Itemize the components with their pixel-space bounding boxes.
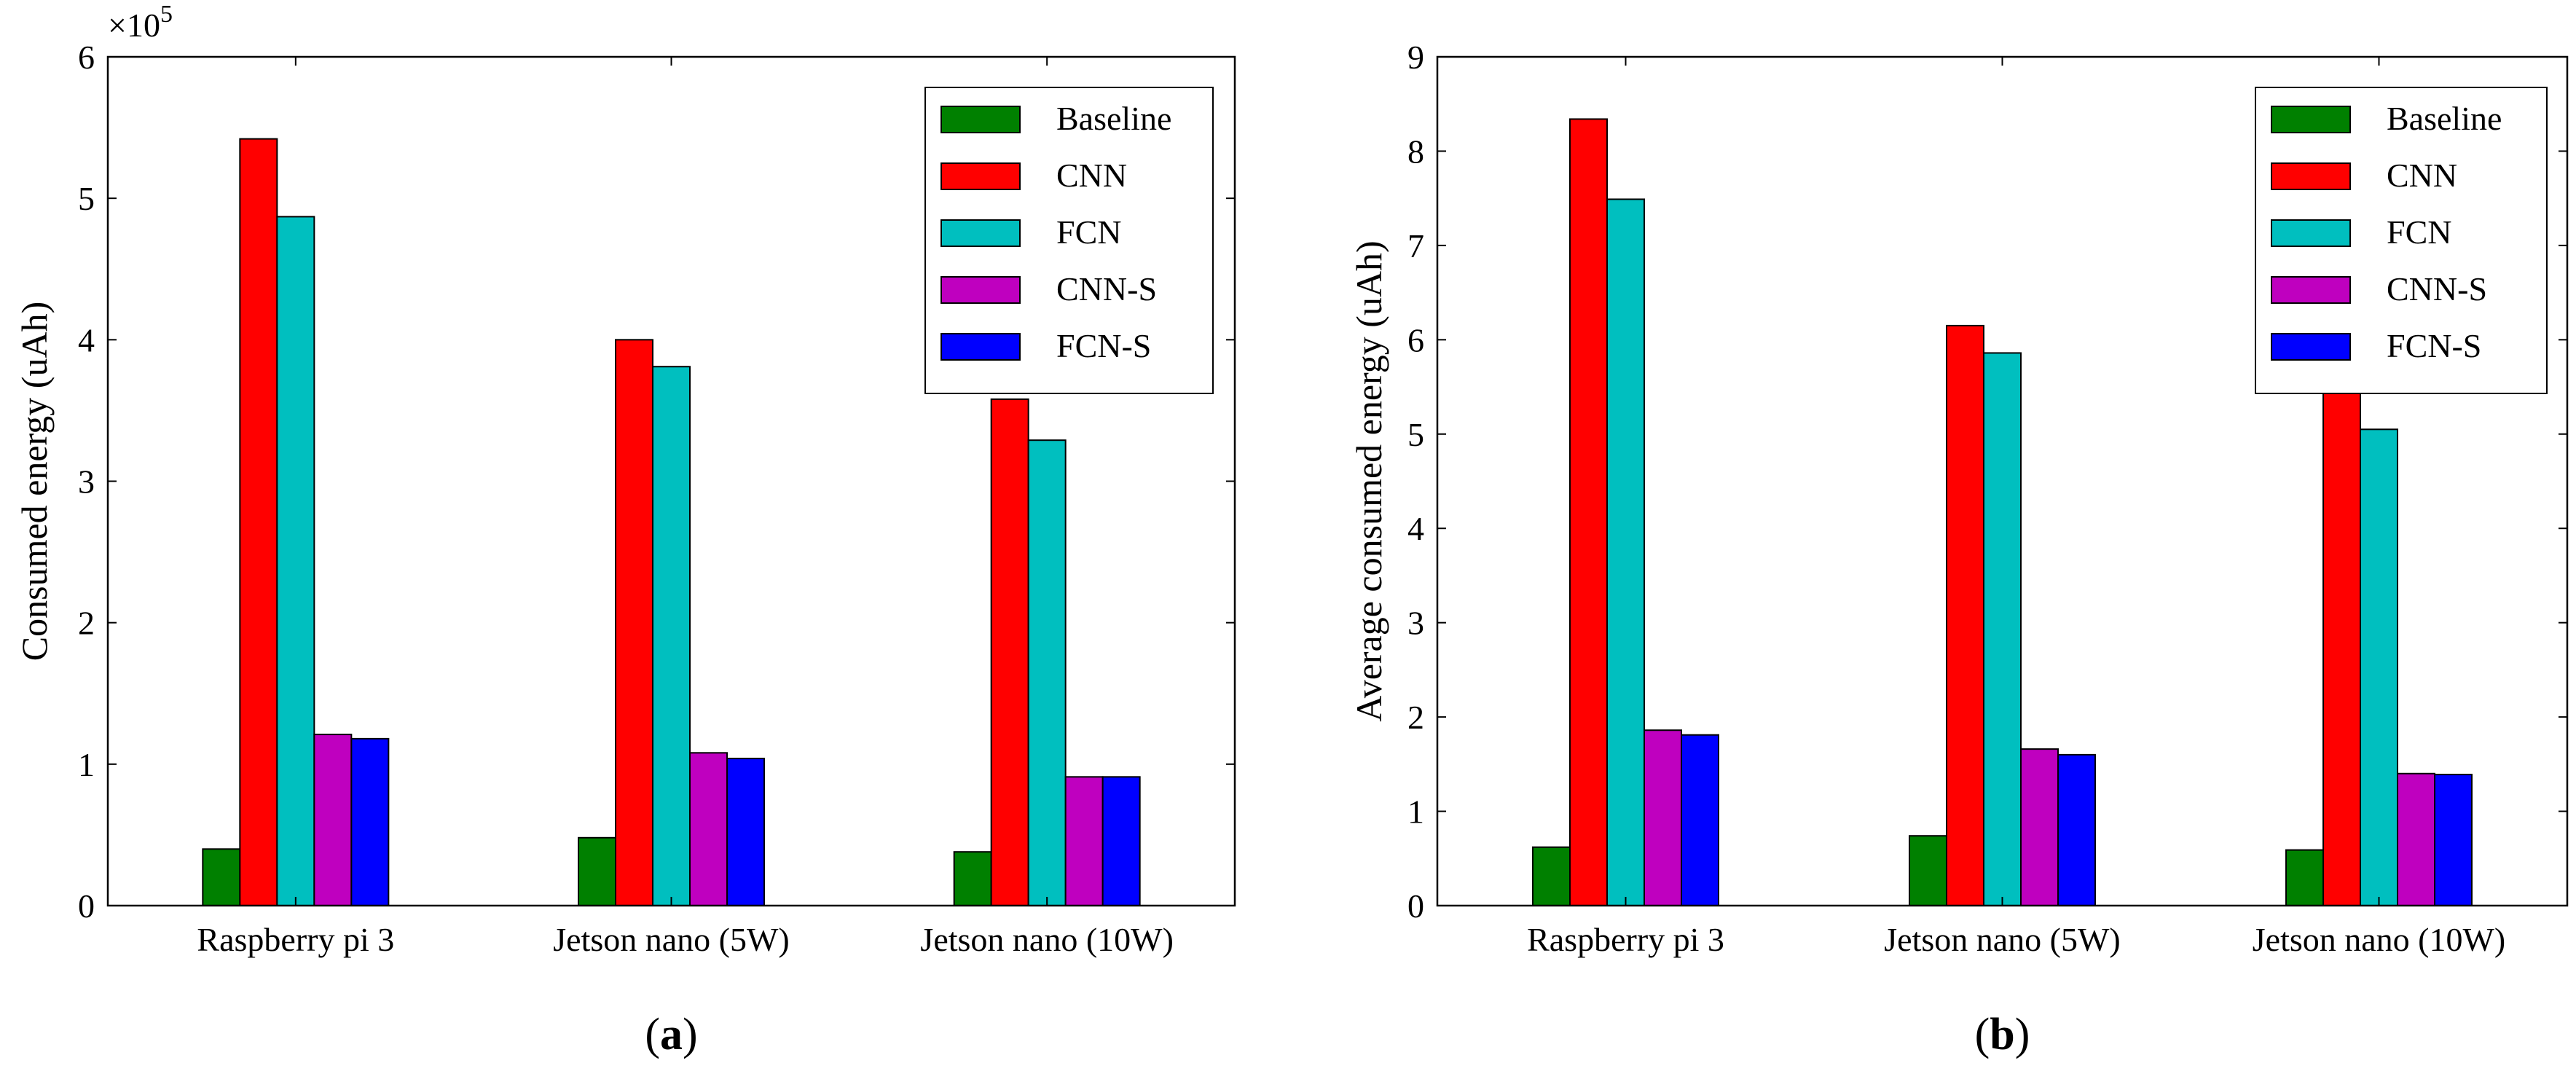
legend-label-cnn-s: CNN-S [1056,270,1157,307]
y-tick-label: 0 [1407,887,1424,925]
bar-cnn-s-2 [1064,776,1104,907]
legend-swatch-cnn-s [941,276,1021,304]
panel-label: (a) [645,1010,697,1059]
legend-swatch-baseline [2271,106,2351,133]
x-tick-label: Jetson nano (10W) [2253,921,2505,958]
y-tick-label: 5 [1407,416,1424,453]
legend: Baseline CNN FCN CNN-S FCN-S [924,87,1214,394]
legend-swatch-cnn-s [2271,276,2351,304]
y-tick-label: 9 [1407,39,1424,76]
legend-label-fcn-s: FCN-S [1056,327,1151,364]
bar-cnn-2 [990,398,1029,906]
legend-label-baseline: Baseline [2387,100,2502,137]
y-tick-label: 2 [78,605,95,642]
bar-baseline-0 [202,848,241,907]
bar-fcn-s-1 [726,758,765,906]
bar-cnn-1 [1946,324,1984,906]
bar-cnn-s-1 [2020,748,2059,906]
bar-fcn-1 [1983,352,2022,906]
legend-label-baseline: Baseline [1056,100,1171,137]
bar-cnn-s-1 [689,752,728,907]
legend-swatch-fcn [2271,219,2351,247]
y-tick-label: 1 [78,746,95,783]
x-tick-label: Jetson nano (5W) [1884,921,2120,958]
chart-panel-a: 0 1 2 3 4 5 6 Raspberry pi 3 Jetson nano (5W) Jet… [14,1,1236,1059]
bar-fcn-s-2 [1102,776,1141,907]
bar-fcn-2 [2360,428,2398,906]
bar-cnn-s-0 [1644,729,1682,906]
legend-label-cnn: CNN [2387,157,2457,194]
legend-label-cnn-s: CNN-S [2387,270,2487,307]
legend-swatch-fcn-s [2271,333,2351,361]
x-tick-label: Jetson nano (5W) [553,921,789,958]
x-tick-label: Raspberry pi 3 [197,921,394,958]
bar-fcn-0 [1606,198,1645,906]
bar-fcn-s-2 [2434,774,2473,907]
bar-fcn-s-1 [2057,753,2096,907]
bar-cnn-1 [615,339,653,907]
y-multiplier-label: ×105 [108,1,173,44]
y-tick-label: 3 [78,463,95,501]
legend-label-fcn: FCN [1056,213,1121,251]
legend-swatch-cnn [941,162,1021,190]
bar-fcn-1 [652,366,691,907]
bar-baseline-0 [1532,846,1571,906]
bar-cnn-2 [2322,386,2361,906]
y-axis-label: Consumed energy (uAh) [14,302,55,661]
y-tick-label: 5 [78,180,95,217]
legend-swatch-fcn-s [941,333,1021,361]
y-tick-label: 4 [78,321,95,358]
bar-baseline-2 [953,851,992,907]
x-tick-label: Jetson nano (10W) [920,921,1173,958]
legend: Baseline CNN FCN CNN-S FCN-S [2255,87,2548,394]
legend-swatch-cnn [2271,162,2351,190]
bar-fcn-0 [276,216,315,906]
legend-label-cnn: CNN [1056,157,1127,194]
bar-cnn-0 [239,138,278,906]
y-tick-label: 3 [1407,605,1424,642]
bar-baseline-2 [2285,849,2324,907]
legend-label-fcn-s: FCN-S [2387,327,2481,364]
y-tick-label: 4 [1407,510,1424,547]
bar-baseline-1 [1909,835,1947,906]
bar-fcn-s-0 [1681,734,1719,907]
bar-cnn-s-2 [2397,772,2435,907]
y-tick-label: 6 [1407,321,1424,358]
bar-cnn-0 [1569,118,1608,906]
legend-swatch-fcn [941,219,1021,247]
x-tick-label: Raspberry pi 3 [1527,921,1724,958]
legend-swatch-baseline [941,106,1021,133]
y-tick-label: 0 [78,887,95,925]
chart-panel-b: 0 1 2 3 4 5 6 7 8 9 Raspberry pi 3 Jetson nano (5W)… [1348,39,2569,1059]
y-tick-label: 6 [78,39,95,76]
y-tick-label: 1 [1407,793,1424,831]
bar-fcn-2 [1027,439,1067,906]
y-tick-label: 2 [1407,699,1424,736]
panel-label: (b) [1975,1010,2030,1059]
legend-label-fcn: FCN [2387,213,2451,251]
bar-baseline-1 [578,836,616,907]
y-tick-label: 8 [1407,133,1424,170]
y-axis-label: Average consumed energy (uAh) [1348,240,1389,721]
bar-cnn-s-0 [313,734,353,907]
y-tick-label: 7 [1407,227,1424,264]
bar-fcn-s-0 [350,737,390,907]
